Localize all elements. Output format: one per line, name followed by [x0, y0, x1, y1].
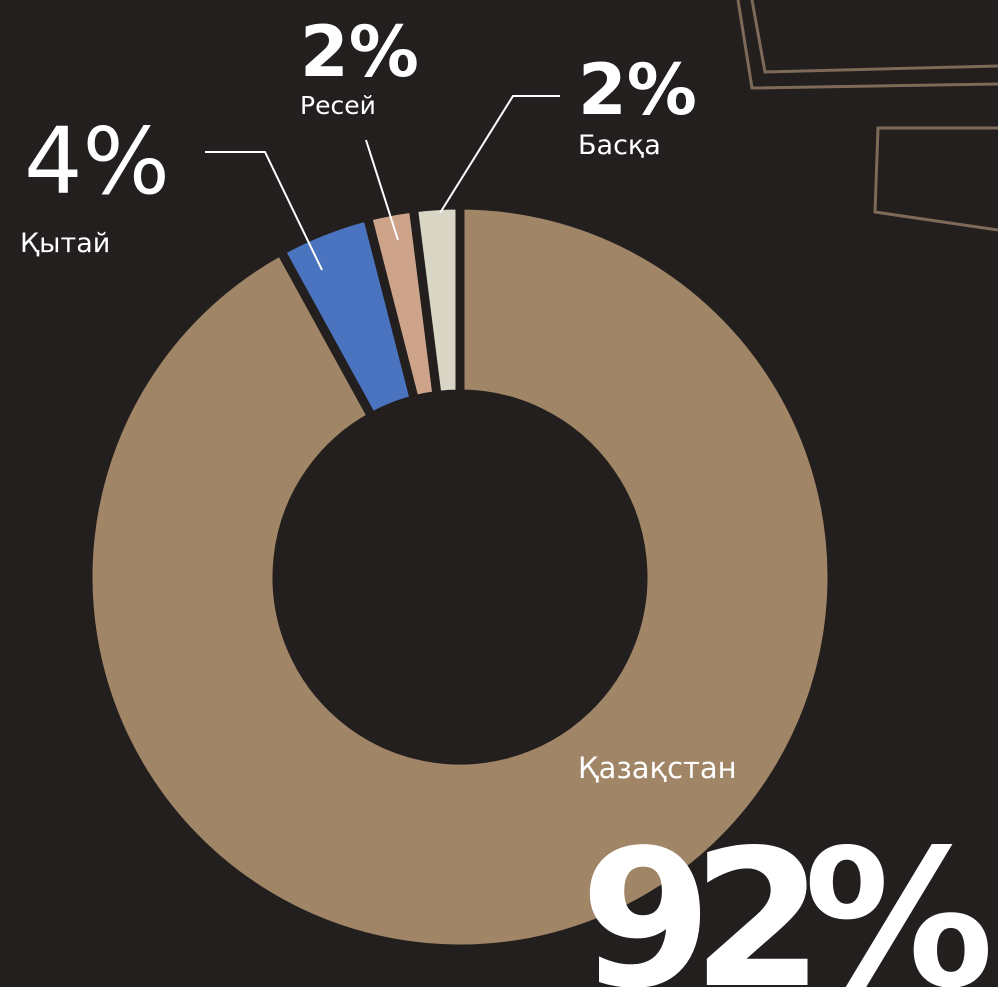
category-label: Қытай	[20, 228, 110, 259]
value-label: 4%	[24, 108, 170, 215]
decor-shape	[873, 126, 998, 232]
donut-segment	[408, 200, 465, 401]
category-label: Қазақстан	[578, 751, 737, 785]
leader-line	[205, 151, 323, 271]
decor-shape	[736, 0, 998, 90]
category-label: Басқа	[578, 130, 661, 161]
leader-lines	[205, 95, 560, 271]
leader-line	[365, 139, 399, 241]
donut-segment	[83, 200, 837, 954]
leader-line	[439, 95, 560, 214]
donut	[83, 200, 837, 954]
value-label: 2%	[578, 49, 697, 131]
category-label: Ресей	[300, 91, 376, 120]
value-label: 2%	[300, 11, 419, 93]
value-label: 92%	[580, 809, 990, 987]
